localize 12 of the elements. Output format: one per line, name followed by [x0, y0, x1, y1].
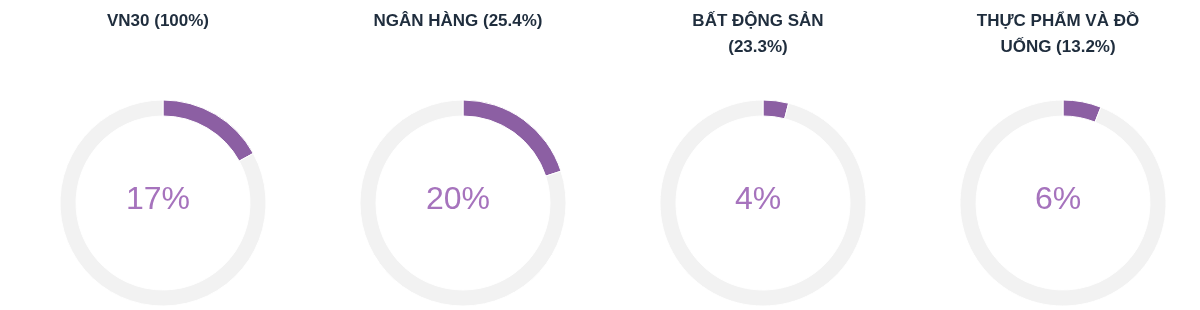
donut-slice: [359, 99, 567, 307]
text: 6%: [1034, 180, 1082, 216]
chart-title: BẤT ĐỘNG SẢN (23.3%): [691, 10, 825, 58]
chart-title: NGÂN HÀNG (25.4%): [372, 10, 544, 32]
donut-slice: [659, 99, 867, 307]
text: 20%: [425, 180, 491, 216]
donut-slice: [959, 99, 1167, 307]
text: 17%: [125, 180, 191, 216]
chart-title: THỰC PHẨM VÀ ĐỒ UỐNG (13.2%): [975, 10, 1141, 58]
chart-title: VN30 (100%): [105, 10, 211, 32]
donut-slice: [59, 99, 267, 307]
text: 4%: [734, 180, 782, 216]
